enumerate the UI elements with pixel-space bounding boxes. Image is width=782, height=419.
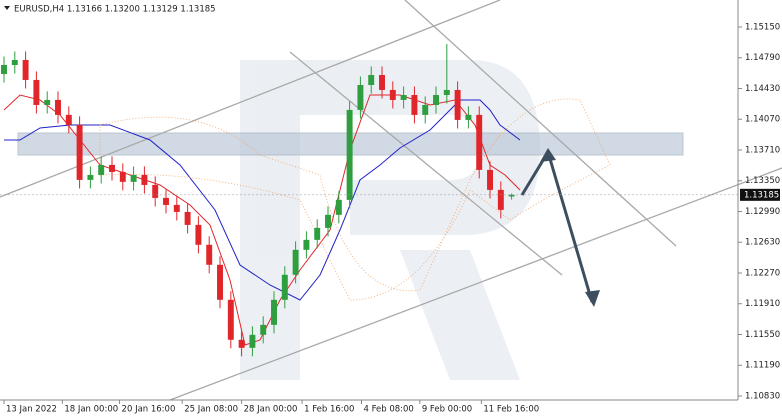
candle-body [465, 114, 472, 120]
candle-body [303, 239, 310, 250]
candle-body [368, 74, 375, 85]
y-tick-label: 1.10830 [745, 391, 780, 401]
candle-body [357, 84, 364, 110]
candle-body [508, 194, 515, 197]
x-tick-label: 20 Jan 16:00 [122, 405, 176, 415]
candle-body [173, 204, 180, 212]
forecast-arrow [520, 148, 600, 307]
y-tick-label: 1.14430 [745, 84, 780, 94]
y-tick-label: 1.13350 [745, 176, 780, 186]
candle-body [260, 324, 267, 335]
candle-body [487, 169, 493, 190]
candle-body [217, 264, 223, 300]
candle-body [389, 89, 396, 100]
candle-body [141, 174, 148, 185]
candle-body [11, 59, 18, 66]
y-tick-label: 1.12630 [745, 238, 780, 248]
candle-body [379, 74, 385, 90]
candle-body [454, 89, 461, 120]
candle-body [238, 339, 245, 348]
candle-body [1, 65, 7, 74]
candle-body [184, 211, 191, 225]
chart-title: EURUSD,H4 1.13166 1.13200 1.13129 1.1318… [14, 5, 216, 15]
y-tick-label: 1.11550 [745, 330, 780, 340]
candle-body [271, 299, 277, 325]
candle-body [206, 244, 213, 265]
candle-body [65, 114, 72, 125]
candle-body [497, 189, 504, 210]
candle-body [325, 214, 331, 228]
price-tag [740, 188, 780, 201]
candle-body [33, 79, 40, 105]
x-tick-label: 4 Feb 08:00 [363, 405, 413, 415]
candle-body [119, 171, 126, 182]
y-tick-label: 1.14790 [745, 53, 780, 63]
y-tick-label: 1.12990 [745, 207, 780, 217]
x-tick-label: 25 Jan 08:00 [184, 405, 238, 415]
ichimoku-blue [4, 99, 521, 301]
candles [1, 44, 515, 357]
x-tick-label: 18 Jan 00:00 [64, 405, 118, 415]
candle-body [335, 199, 342, 215]
candle-body [98, 164, 105, 175]
y-tick-label: 1.11910 [745, 299, 780, 309]
x-tick-label: 28 Jan 00:00 [244, 405, 298, 415]
candle-body [195, 224, 202, 245]
y-tick-label: 1.14070 [745, 115, 780, 125]
candle-body [292, 249, 299, 275]
candle-body [346, 109, 353, 200]
x-tick-label: 1 Feb 16:00 [304, 405, 354, 415]
candle-body [22, 59, 29, 80]
candle-body [476, 114, 483, 170]
x-tick-label: 13 Jan 2022 [6, 405, 57, 415]
cloud [99, 98, 611, 301]
trendlines [0, 0, 782, 401]
candle-body [281, 274, 288, 300]
candle-body [76, 124, 83, 180]
candle-body [44, 99, 51, 105]
x-tick-label: 11 Feb 16:00 [483, 405, 539, 415]
candle-body [249, 334, 256, 348]
candle-body [109, 164, 115, 172]
candle-body [130, 174, 137, 182]
candle-body [422, 104, 429, 115]
y-tick-label: 1.15150 [745, 22, 780, 32]
candle-body [87, 174, 94, 180]
y-tick-label: 1.13710 [745, 145, 780, 155]
candle-body [227, 299, 234, 340]
candle-body [400, 94, 407, 100]
candle-body [411, 94, 418, 115]
candle-body [152, 184, 159, 198]
candle-body [314, 227, 321, 240]
menu-arrow[interactable] [4, 6, 10, 10]
candle-body [433, 94, 439, 105]
candle-body [163, 197, 169, 205]
x-tick-label: 9 Feb 00:00 [422, 405, 472, 415]
candle-body [443, 89, 450, 95]
price-tag-label: 1.13185 [744, 190, 779, 200]
y-tick-label: 1.11190 [745, 361, 780, 371]
candle-body [55, 99, 61, 115]
y-tick-label: 1.12270 [745, 268, 780, 278]
